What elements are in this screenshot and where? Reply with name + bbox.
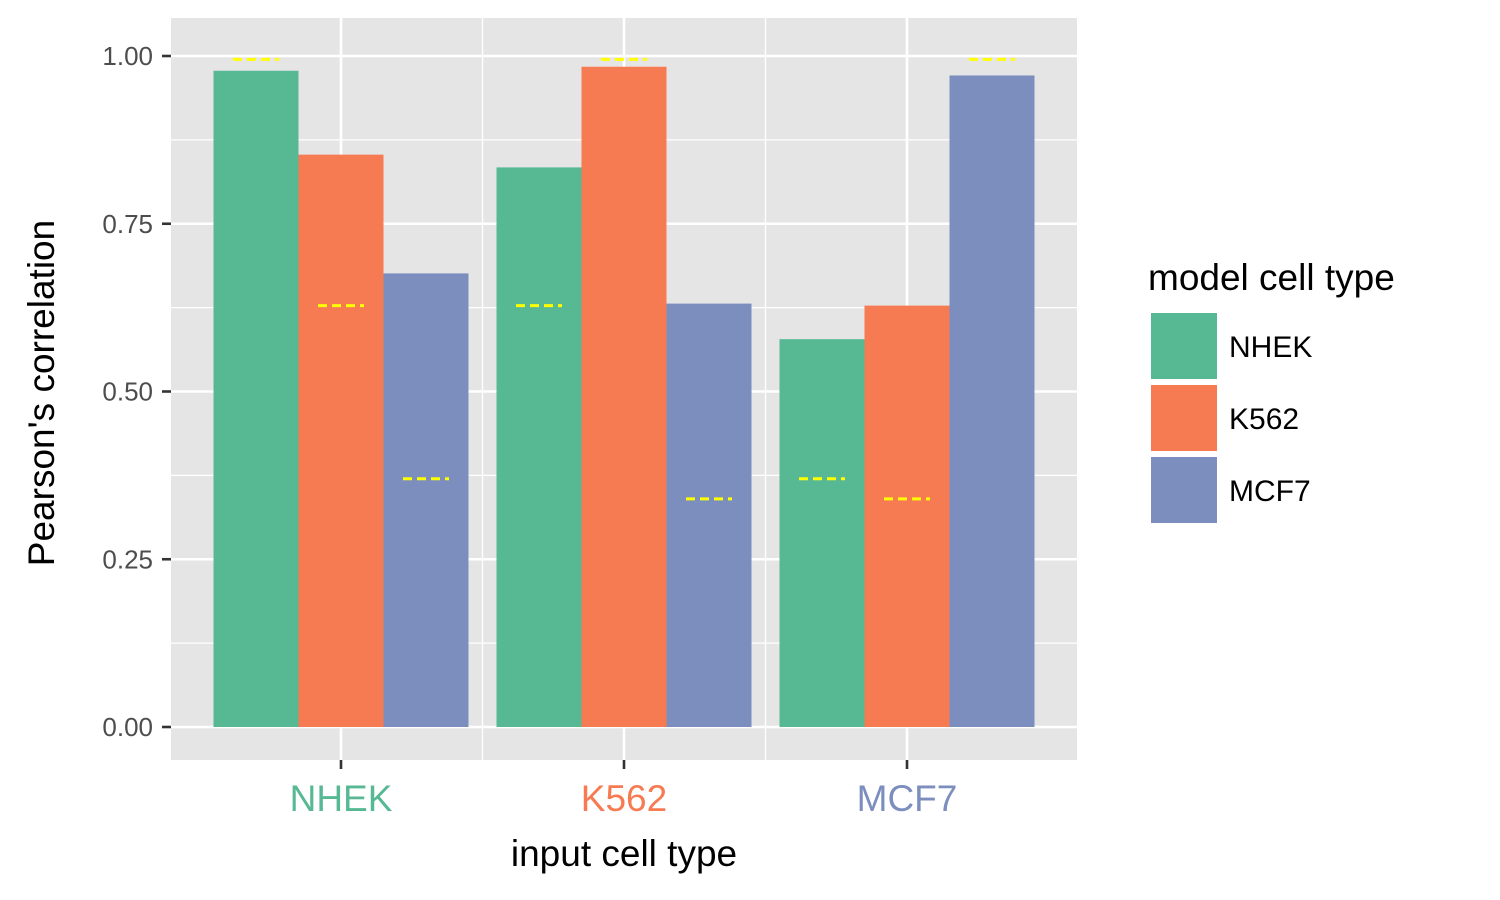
bar [213, 70, 299, 727]
bar [298, 154, 384, 728]
y-tick-label: 0.00 [102, 712, 153, 742]
legend-key [1151, 457, 1217, 523]
bar [949, 75, 1035, 728]
legend-key [1151, 385, 1217, 451]
legend-key [1151, 313, 1217, 379]
bars [213, 66, 1035, 728]
y-axis: 0.00 0.25 0.50 0.75 1.00 [102, 41, 171, 742]
x-axis: NHEK K562 MCF7 [290, 760, 958, 819]
baseline-markers [233, 57, 1015, 501]
y-tick-label: 1.00 [102, 41, 153, 71]
y-tick-label: 0.75 [102, 209, 153, 239]
bar [496, 167, 582, 728]
bar [581, 66, 667, 727]
y-tick-label: 0.50 [102, 377, 153, 407]
legend-title: model cell type [1148, 257, 1395, 298]
bar [666, 303, 752, 727]
x-tick-label: NHEK [290, 778, 393, 819]
x-tick-label: K562 [581, 778, 667, 819]
y-axis-title: Pearson's correlation [21, 220, 62, 566]
bar [779, 339, 865, 727]
bar [383, 273, 469, 727]
y-tick-label: 0.25 [102, 544, 153, 574]
legend-label: MCF7 [1229, 475, 1311, 508]
x-axis-title: input cell type [511, 833, 737, 874]
x-tick-label: MCF7 [857, 778, 958, 819]
bar [864, 305, 950, 727]
legend-label: K562 [1229, 403, 1299, 436]
legend-label: NHEK [1229, 331, 1312, 364]
legend: model cell type NHEK K562 MCF7 [1148, 257, 1395, 523]
